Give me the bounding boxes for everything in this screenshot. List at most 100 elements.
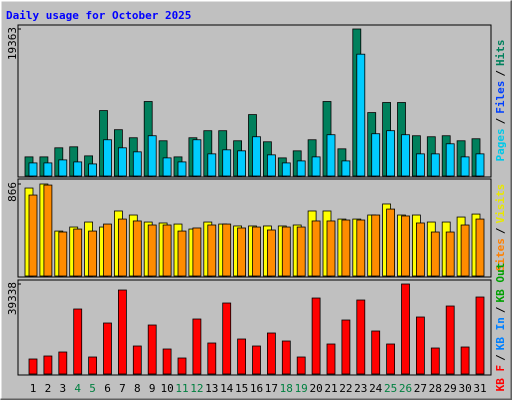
bar [237,227,247,277]
bar [341,219,351,277]
bar [430,347,440,375]
x-tick-label: 3 [59,382,66,395]
bar [386,208,396,277]
bar [445,231,455,277]
legend-entry: Pages [494,128,507,161]
bar [118,147,127,177]
bar [43,162,53,177]
bar [147,135,157,177]
x-tick-label: 17 [265,382,278,395]
x-tick-label: 15 [235,382,248,395]
bar [430,231,440,277]
bar [281,162,291,177]
bar [281,340,291,375]
x-tick-label: 21 [324,382,337,395]
x-tick-label: 18 [280,382,293,395]
bar [386,343,396,375]
bar [445,305,455,375]
legend-separator: / [494,70,507,77]
bar [88,163,97,177]
bar [207,224,217,277]
legend: Sites / Visits [494,184,507,272]
x-tick-label: 24 [369,382,383,395]
bar [73,161,83,177]
legend-separator: / [494,117,507,124]
bar [401,283,410,375]
bar [132,345,142,375]
bar [162,224,172,277]
x-tick-label: 5 [89,382,96,395]
bar [460,346,470,375]
x-tick-label: 16 [250,382,263,395]
legend: KB F / KB In / KB Out [494,263,507,392]
legend-entry: Visits [494,184,507,224]
bar [341,319,351,375]
bar [58,159,68,177]
bar [252,345,261,375]
legend-separator: / [494,227,507,234]
x-tick-label: 4 [74,382,81,395]
x-tick-label: 12 [190,382,203,395]
bar [371,133,381,177]
bar [311,297,321,375]
bar [415,316,425,375]
bar [147,224,157,277]
bar [311,220,321,277]
bar [88,356,97,375]
y-tick-label: 866 [6,182,19,202]
bar [460,156,470,177]
legend: Pages / Files / Hits [494,40,507,162]
legend-entry: Sites [494,238,507,271]
bar [73,228,83,277]
bar [401,215,410,277]
x-tick-label: 14 [220,382,234,395]
legend-entry: KB Out [494,263,507,303]
bar [237,338,247,375]
bar [222,223,232,277]
bar [475,296,485,375]
x-tick-label: 1 [30,382,37,395]
bar [415,222,425,277]
bar [162,157,172,177]
x-tick-label: 29 [444,382,457,395]
bar [28,162,38,177]
bar [222,149,232,177]
x-tick-label: 10 [160,382,173,395]
legend-entry: Hits [494,40,507,67]
bar [401,134,410,177]
bar [341,160,351,177]
x-tick-label: 20 [309,382,322,395]
bar [58,231,68,277]
chart-title: Daily usage for October 2025 [6,9,191,22]
bar [326,343,336,375]
bar [192,227,202,277]
bar [296,226,306,277]
bar [326,220,336,277]
bar [386,130,396,177]
bar [43,184,53,277]
bar [356,219,366,277]
bar [475,218,485,277]
x-tick-label: 31 [473,382,486,395]
legend-entry: KB In [494,317,507,350]
x-tick-label: 22 [339,382,352,395]
y-tick-label: 19363 [6,27,19,60]
bar [103,322,112,375]
bar [296,160,306,177]
bar [177,357,187,375]
bar [237,150,247,177]
x-tick-label: 11 [175,382,188,395]
bar [371,214,381,277]
legend-entry: KB F [494,365,507,392]
bar [132,151,142,177]
bar [177,230,187,277]
bar [103,139,112,177]
bar [58,351,68,375]
bar [132,220,142,277]
bar [88,230,97,277]
x-tick-label: 30 [458,382,471,395]
bar [207,342,217,375]
bar [430,153,440,177]
bar [192,318,202,375]
bar [445,143,455,177]
